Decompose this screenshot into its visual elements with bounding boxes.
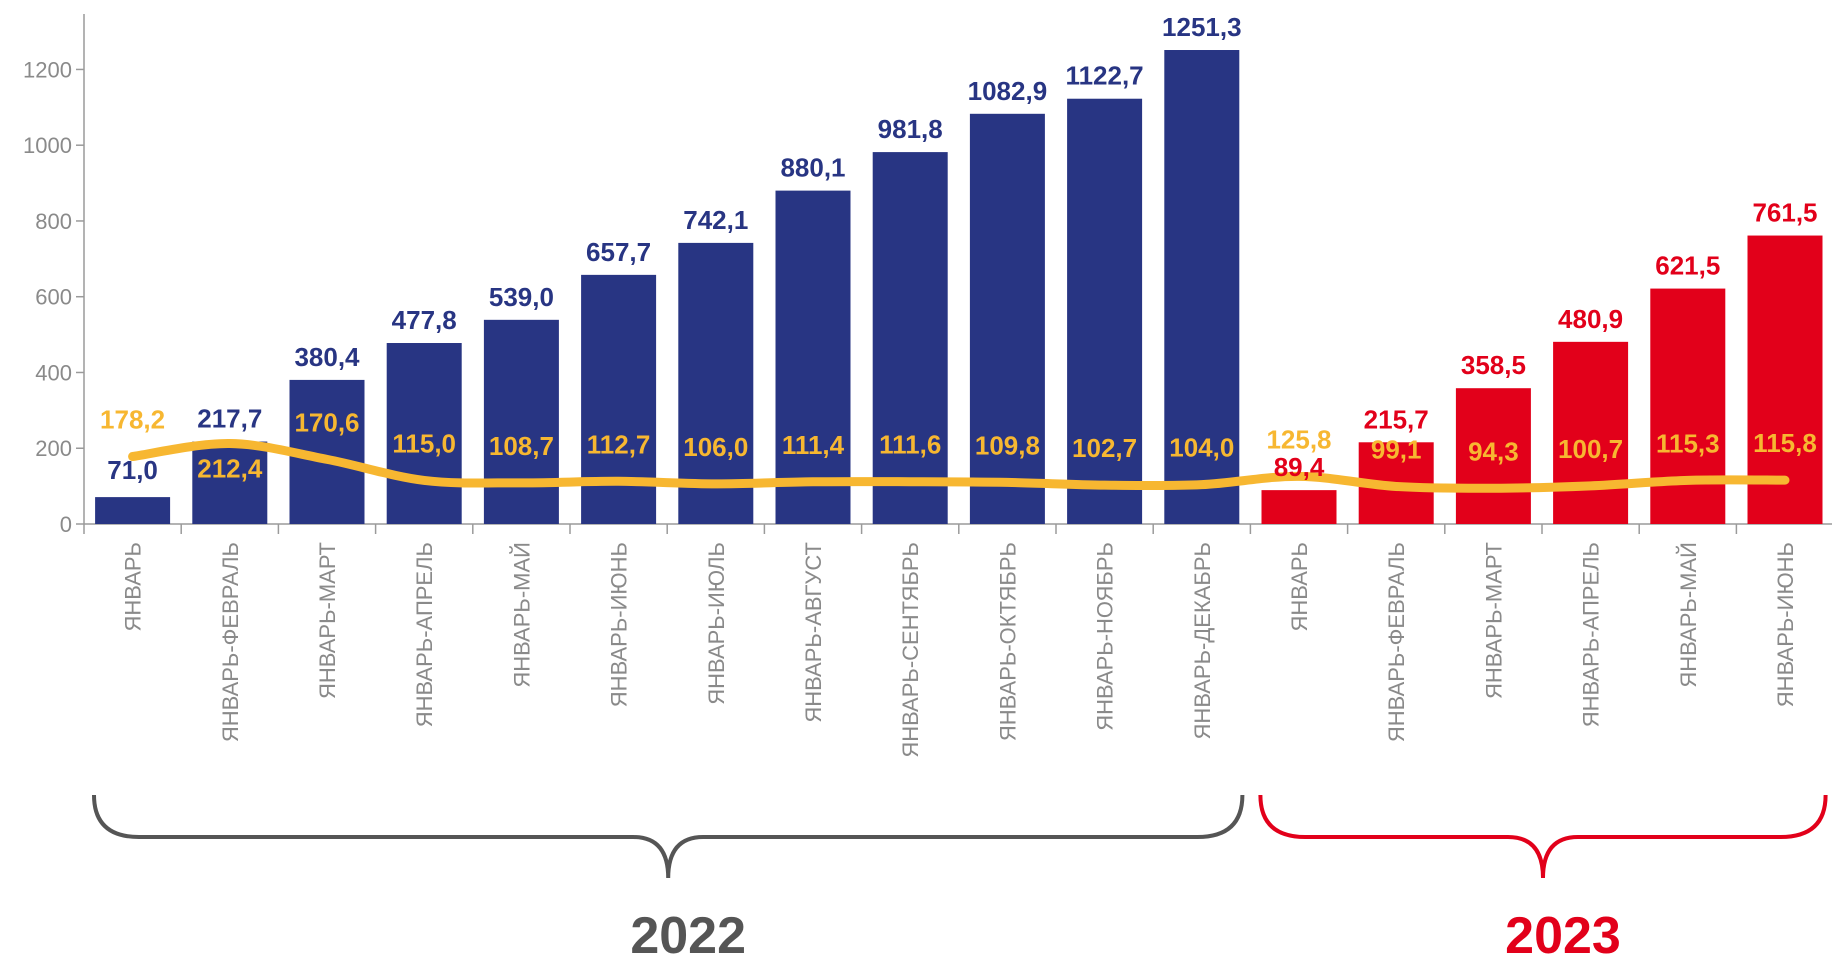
- line-series: [128, 439, 1790, 493]
- bar: [192, 441, 268, 524]
- y-tick-label: 400: [35, 360, 72, 385]
- category-label: ЯНВАРЬ-ФЕВРАЛЬ: [218, 542, 243, 742]
- bar-value-label: 358,5: [1461, 350, 1526, 380]
- data-labels: 71,0 217,7 380,4 477,8 539,0 657,7 742,1 880,1 9…: [100, 12, 1817, 485]
- y-tick-label: 0: [60, 512, 72, 537]
- line-value-label: 100,7: [1558, 434, 1623, 464]
- category-labels: ЯНВАРЬ ЯНВАРЬ-ФЕВРАЛЬ ЯНВАРЬ-МАРТ ЯНВАРЬ-АП…: [121, 542, 1798, 758]
- y-tick-label: 800: [35, 209, 72, 234]
- bar-value-label: 480,9: [1558, 304, 1623, 334]
- line-value-label: 212,4: [197, 454, 263, 484]
- line-value-label: 109,8: [975, 430, 1040, 460]
- bar: [872, 152, 948, 524]
- bar-value-label: 657,7: [586, 237, 651, 267]
- bar: [1261, 490, 1337, 524]
- line-value-label: 115,8: [1753, 428, 1817, 458]
- line-value-label: 102,7: [1072, 433, 1137, 463]
- bar-value-label: 215,7: [1364, 404, 1429, 434]
- year-label: 2023: [1505, 907, 1621, 957]
- bar-value-label: 1251,3: [1162, 12, 1242, 42]
- bar-value-label: 981,8: [878, 114, 943, 144]
- category-label: ЯНВАРЬ: [121, 542, 146, 632]
- bar-series: [95, 50, 1823, 525]
- line-value-label: 111,4: [782, 430, 845, 460]
- bar: [969, 113, 1045, 524]
- category-label: ЯНВАРЬ-АВГУСТ: [801, 542, 826, 723]
- line-value-label: 108,7: [489, 431, 554, 461]
- bar: [678, 242, 754, 524]
- year-bracket: [92, 794, 1245, 879]
- line-value-label: 115,0: [392, 428, 456, 458]
- bar: [386, 343, 462, 524]
- bar-value-label: 89,4: [1274, 452, 1325, 482]
- bar-value-label: 742,1: [683, 205, 748, 235]
- category-label: ЯНВАРЬ: [1287, 542, 1312, 632]
- line-value-label: 115,3: [1656, 428, 1720, 458]
- category-label: ЯНВАРЬ-МАРТ: [1481, 542, 1506, 699]
- year-brackets: 2022 2023: [92, 794, 1828, 957]
- bar-value-label: 1082,9: [968, 76, 1048, 106]
- line-value-label: 111,6: [879, 430, 941, 460]
- year-bracket: [1258, 794, 1828, 879]
- category-label: ЯНВАРЬ-ФЕВРАЛЬ: [1384, 542, 1409, 742]
- line-value-label: 104,0: [1169, 433, 1234, 463]
- line-value-label: 94,3: [1468, 436, 1519, 466]
- line-value-label: 106,0: [683, 432, 748, 462]
- bar: [95, 497, 171, 524]
- bar: [1553, 341, 1629, 524]
- bar-value-label: 761,5: [1752, 198, 1817, 228]
- bar-value-label: 477,8: [392, 305, 457, 335]
- line-value-label: 112,7: [587, 429, 651, 459]
- bar-value-label: 621,5: [1655, 251, 1720, 281]
- year-label: 2022: [630, 907, 746, 957]
- bar: [1650, 288, 1726, 524]
- index-line-path: [128, 439, 1790, 493]
- category-label: ЯНВАРЬ-МАЙ: [1676, 542, 1701, 688]
- category-label: ЯНВАРЬ-МАЙ: [509, 542, 534, 688]
- line-value-label: 178,2: [100, 404, 165, 434]
- bar: [581, 274, 657, 524]
- y-tick-label: 600: [35, 285, 72, 310]
- bar: [483, 319, 559, 524]
- line-value-label: 99,1: [1371, 434, 1422, 464]
- line-value-label: 125,8: [1266, 424, 1331, 454]
- y-tick-label: 1200: [23, 57, 72, 82]
- category-label: ЯНВАРЬ-АПРЕЛЬ: [1579, 542, 1604, 727]
- line-value-label: 170,6: [294, 407, 359, 437]
- bar: [1455, 388, 1531, 524]
- category-label: ЯНВАРЬ-ДЕКАБРЬ: [1190, 542, 1215, 739]
- category-label: ЯНВАРЬ-ИЮНЬ: [607, 542, 632, 707]
- bar-value-label: 217,7: [197, 404, 262, 434]
- category-label: ЯНВАРЬ-МАРТ: [315, 542, 340, 699]
- category-label: ЯНВАРЬ-НОЯБРЬ: [1093, 542, 1118, 731]
- y-tick-label: 200: [35, 436, 72, 461]
- bar-value-label: 1122,7: [1066, 61, 1144, 91]
- bar-value-label: 539,0: [489, 282, 554, 312]
- category-label: ЯНВАРЬ-АПРЕЛЬ: [412, 542, 437, 727]
- bar: [1164, 50, 1240, 524]
- category-label: ЯНВАРЬ-ИЮНЬ: [1773, 542, 1798, 707]
- bar: [775, 190, 851, 525]
- axes: 0 200 400 600 800 1000 1200: [23, 14, 1832, 537]
- bar: [1067, 98, 1143, 524]
- y-tick-label: 1000: [23, 133, 72, 158]
- category-label: ЯНВАРЬ-СЕНТЯБРЬ: [898, 542, 923, 758]
- bar-value-label: 380,4: [294, 342, 360, 372]
- category-label: ЯНВАРЬ-ОКТЯБРЬ: [995, 542, 1020, 741]
- bar-value-label: 880,1: [780, 153, 845, 183]
- bar-value-label: 71,0: [107, 455, 158, 485]
- category-label: ЯНВАРЬ-ИЮЛЬ: [704, 542, 729, 705]
